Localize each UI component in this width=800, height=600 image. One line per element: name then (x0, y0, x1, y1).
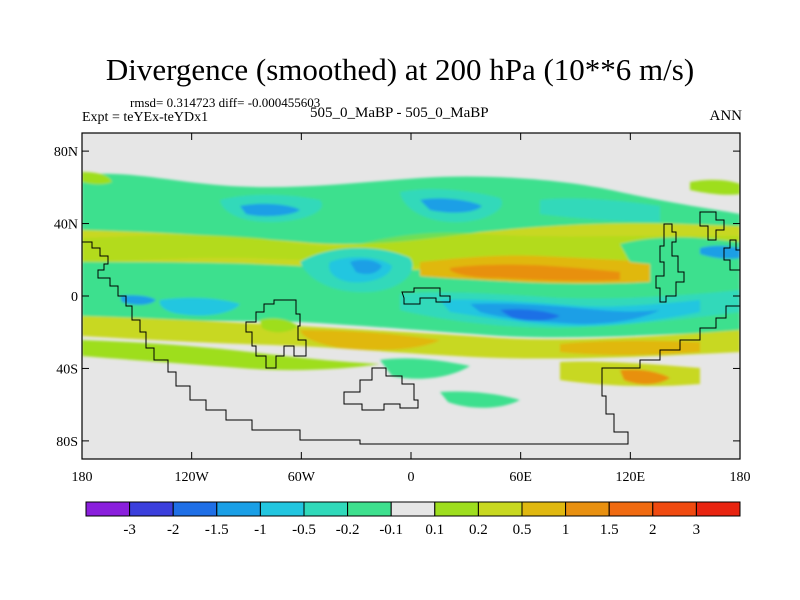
divergence-field (82, 172, 740, 408)
lon-label: 60E (509, 470, 532, 485)
lon-label: 180 (730, 470, 751, 485)
colorbar-label: -2 (167, 522, 180, 538)
map-title: Divergence (smoothed) at 200 hPa (10**6 … (105, 52, 695, 87)
colorbar-swatch (521, 501, 567, 517)
case-label: 505_0_MaBP - 505_0_MaBP (310, 105, 489, 121)
colorbar-swatch (303, 501, 349, 517)
season-label: ANN (709, 108, 743, 124)
colorbar-swatch (652, 501, 697, 517)
lat-label: 40N (54, 218, 78, 233)
lon-label: 60W (288, 470, 316, 485)
colorbar-swatch (259, 501, 305, 517)
latitude-labels: 80N 40N 0 40S 80S (54, 145, 78, 450)
colorbar-label: -0.5 (292, 522, 316, 538)
colorbar-label: 2 (649, 522, 657, 538)
colorbar-label: -0.1 (379, 522, 403, 538)
coastlines (82, 211, 740, 445)
colorbar-swatch (695, 501, 741, 517)
colorbar-swatch (85, 501, 131, 517)
lon-label: 180 (72, 470, 93, 485)
colorbar-label: 1.5 (600, 522, 619, 538)
colorbar-label: -1 (254, 522, 267, 538)
colorbar-swatch (434, 501, 479, 517)
colorbar-label: 3 (693, 522, 701, 538)
colorbar-swatch (172, 501, 218, 517)
colorbar-label: -0.2 (336, 522, 360, 538)
colorbar-label: 0.1 (425, 522, 444, 538)
colorbar-swatch (477, 501, 523, 517)
lon-label: 0 (408, 470, 415, 485)
colorbar-swatch (216, 501, 261, 517)
experiment-label: Expt = teYEx-teYDx1 (82, 110, 209, 125)
colorbar-swatch (347, 501, 392, 517)
colorbar-label: -1.5 (205, 522, 229, 538)
lat-label: 0 (71, 290, 78, 305)
axis-ticks (81, 133, 741, 459)
longitude-labels: 180 120W 60W 0 60E 120E 180 (72, 470, 751, 485)
lon-label: 120E (616, 470, 646, 485)
colorbar-swatch (129, 501, 174, 517)
colorbar-label: 1 (562, 522, 570, 538)
stats-line: rmsd= 0.314723 diff= -0.000455603 (130, 95, 320, 111)
lon-label: 120W (175, 470, 210, 485)
colorbar-swatch (565, 501, 610, 517)
colorbar-label: 0.5 (513, 522, 532, 538)
colorbar-swatch (608, 501, 654, 517)
lat-label: 80S (56, 435, 78, 450)
lat-label: 40S (56, 362, 78, 377)
colorbar: -3 -2 -1.5 -1 -0.5 -0.2 -0.1 0.1 0.2 0.5 1 1.5 2 3 (85, 501, 741, 538)
colorbar-swatch (390, 501, 436, 517)
colorbar-label: -3 (123, 522, 136, 538)
diff-value: diff= -0.000455603 (218, 95, 321, 110)
colorbar-label: 0.2 (469, 522, 488, 538)
lat-label: 80N (54, 145, 78, 160)
map-plot-area (82, 133, 740, 459)
rmsd-value: rmsd= 0.314723 (130, 95, 216, 110)
